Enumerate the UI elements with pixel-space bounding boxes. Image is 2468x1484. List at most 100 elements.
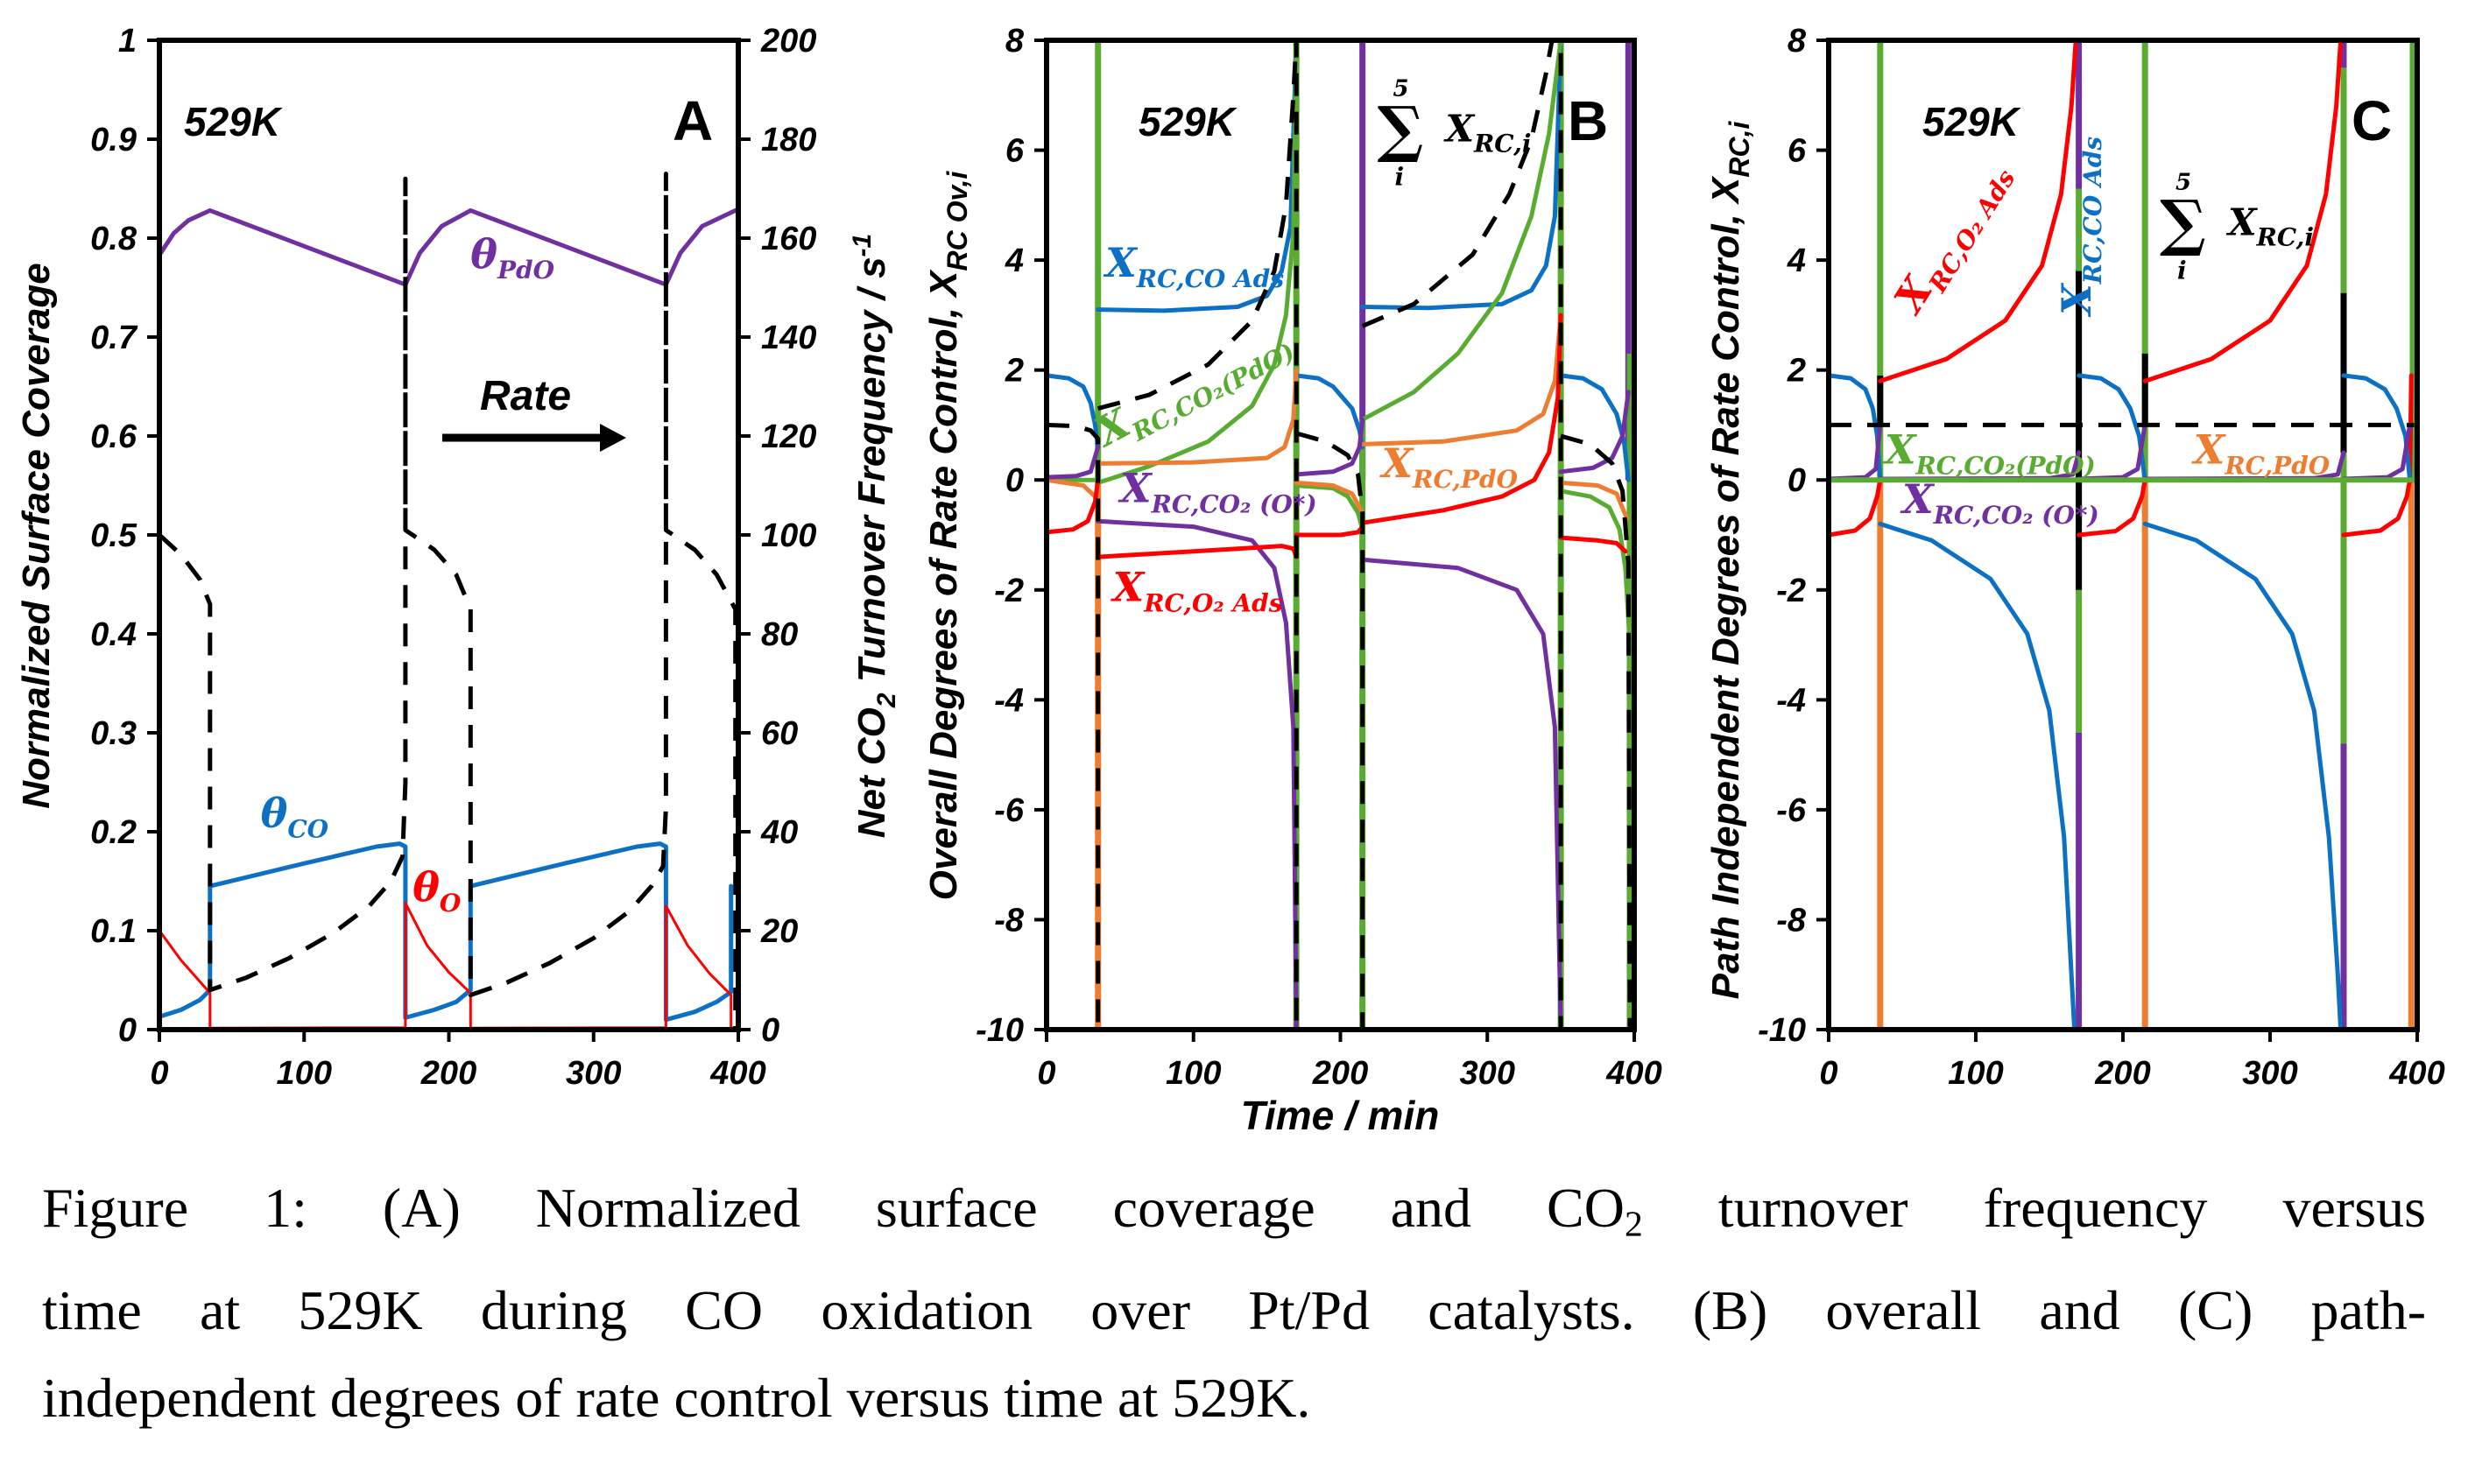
series-line-x-rc-o2-ads bbox=[2341, 373, 2414, 538]
series-line--o bbox=[159, 901, 737, 1030]
y2-tick-label: 60 bbox=[761, 715, 798, 752]
series-line-x-rc-co-ads bbox=[2341, 373, 2413, 482]
x-tick-label: 300 bbox=[2242, 1055, 2297, 1092]
rate-arrow-icon bbox=[442, 424, 626, 452]
y-tick-label: -10 bbox=[976, 1012, 1024, 1049]
y-tick-label: 0.4 bbox=[90, 616, 137, 653]
panel-c-marks bbox=[1829, 40, 2417, 1030]
y-tick-label: -4 bbox=[994, 682, 1024, 719]
series-line-x-rc-co2-o- bbox=[1360, 557, 1563, 1030]
panel-b-axes: 0 100 200 300 400 -10 -8 -6 -4 -2 0 2 4 6 8 bbox=[976, 23, 1662, 1092]
x-tick-label: 0 bbox=[1819, 1055, 1837, 1092]
series-label: θPdO bbox=[470, 230, 554, 285]
x-tick-label: 0 bbox=[1037, 1055, 1055, 1092]
series-label-sum-term: XRC,i bbox=[1442, 108, 1531, 158]
series-label-sum-upper: 5 bbox=[1393, 76, 1408, 102]
y2-tick-label: 180 bbox=[761, 122, 816, 158]
series-line--pdo bbox=[663, 207, 738, 287]
y-tick-label: 0.1 bbox=[90, 913, 137, 950]
series-line-x-rc-co-ads bbox=[1558, 373, 1631, 482]
y-tick-label: 6 bbox=[1005, 133, 1025, 170]
caption-line-2: time at 529K during CO oxidation over Pt… bbox=[42, 1279, 2426, 1342]
y-tick-label: 0 bbox=[1788, 462, 1806, 499]
series-label: θO bbox=[413, 863, 462, 918]
series-line-x-rc-co2-o- bbox=[2341, 422, 2413, 482]
series-line-x-rc-co2-pdo- bbox=[1360, 40, 1563, 422]
y-tick-label: 8 bbox=[1005, 23, 1025, 60]
series-label-sum-lower: i bbox=[2177, 256, 2187, 285]
series-line-x-rc-co2-o- bbox=[1047, 445, 1101, 480]
x-tick-label: 400 bbox=[2388, 1055, 2444, 1092]
series-line-x-rc-co2-o- bbox=[1294, 417, 1365, 477]
x-tick-label: 200 bbox=[420, 1055, 476, 1092]
x-tick-label: 300 bbox=[566, 1055, 621, 1092]
series-line-x-rc-co-ads bbox=[1360, 40, 1563, 311]
y-tick-label: -8 bbox=[994, 902, 1025, 939]
x-tick-label: 200 bbox=[1312, 1055, 1368, 1092]
y2-tick-label: 80 bbox=[761, 616, 798, 653]
series-line-x-rc-pdo bbox=[1558, 480, 1630, 521]
series-line-x-rc-pdo bbox=[1096, 368, 1299, 466]
series-label-sum-term: XRC,i bbox=[2225, 200, 2314, 251]
series-line-sum-x-rc-i bbox=[1295, 431, 1365, 1030]
plot-frame bbox=[157, 38, 741, 1032]
y-tick-label: -2 bbox=[1776, 573, 1806, 609]
y-tick-label: -6 bbox=[1776, 792, 1807, 829]
series-label: XRC,CO Ads bbox=[1103, 239, 1284, 293]
y2-tick-label: 20 bbox=[760, 913, 798, 950]
panel-a: 0 100 200 300 40000.10.20.30.40.50.60.70.80.… bbox=[15, 23, 901, 1092]
series-line-x-rc-o2-ads bbox=[1878, 40, 2078, 383]
series-line-tof bbox=[159, 172, 738, 1030]
y-tick-label: 2 bbox=[1787, 353, 1806, 390]
y-tick-label: 0.3 bbox=[90, 715, 137, 752]
x-tick-label: 100 bbox=[277, 1055, 332, 1092]
x-tick-label: 400 bbox=[1605, 1055, 1661, 1092]
y-tick-label: 1 bbox=[118, 23, 137, 60]
series-line-x-rc-co2-pdo- bbox=[1558, 489, 1632, 648]
panel-c-letter: C bbox=[2352, 89, 2392, 152]
series-label: ∑ bbox=[2160, 186, 2206, 258]
series-line-x-rc-o2-ads bbox=[1360, 313, 1563, 525]
figure-canvas: 0 100 200 300 40000.10.20.30.40.50.60.70.80.… bbox=[15, 23, 2445, 1138]
series-label: ∑ bbox=[1377, 93, 1423, 165]
series-label: XRC,CO₂(PdO) bbox=[1085, 314, 1300, 462]
y-tick-label: 0.6 bbox=[90, 418, 138, 455]
series-line-x-rc-co2-o- bbox=[1096, 518, 1299, 1030]
series-line--co bbox=[159, 841, 408, 1020]
panel-b: 0 100 200 300 400 -10 -8 -6 -4 -2 0 2 4 6 8 529K B Ove… bbox=[922, 23, 1662, 1138]
y-tick-label: 0.2 bbox=[90, 814, 137, 851]
y-tick-label: -6 bbox=[994, 792, 1025, 829]
series-line-x-rc-o2-ads bbox=[2077, 477, 2147, 538]
y-tick-label: 0.7 bbox=[90, 320, 138, 356]
y2-tick-label: 160 bbox=[761, 221, 816, 257]
series-line-x-rc-pdo bbox=[1047, 477, 1101, 516]
rate-annotation: Rate bbox=[480, 373, 571, 419]
series-line-x-rc-co-ads bbox=[1096, 40, 1299, 313]
series-label: XRC,CO₂ (O*) bbox=[1900, 475, 2099, 530]
series-line-x-rc-co-ads bbox=[1878, 521, 2077, 1030]
panel-c-axes: 0 100 200 300 400 -10 -8 -6 -4 -2 0 2 4 6 8 bbox=[1758, 23, 2445, 1092]
series-line-x-rc-co2-o- bbox=[1829, 422, 1883, 482]
series-line--pdo bbox=[159, 207, 408, 287]
series-label: XRC,PdO bbox=[2191, 426, 2330, 480]
y-tick-label: 0 bbox=[1005, 462, 1024, 499]
series-line-x-rc-pdo bbox=[1294, 480, 1365, 516]
panel-c: 0 100 200 300 400 -10 -8 -6 -4 -2 0 2 4 6 8 529K C Pat… bbox=[1704, 23, 2445, 1092]
y-tick-label: -2 bbox=[994, 573, 1024, 609]
panel-c-temperature-label: 529K bbox=[1922, 99, 2021, 144]
series-line-sum-x-rc-i bbox=[1560, 433, 1632, 1030]
panel-b-letter: B bbox=[1568, 89, 1608, 152]
panel-b-marks bbox=[1047, 40, 1633, 1030]
series-line--pdo bbox=[403, 207, 668, 287]
series-label: XRC,O₂ Ads bbox=[1884, 151, 2021, 326]
x-tick-label: 100 bbox=[1948, 1055, 2003, 1092]
caption-line-3: independent degrees of rate control vers… bbox=[42, 1367, 1311, 1430]
panel-a-plot-area bbox=[159, 172, 738, 1030]
y2-tick-label: 200 bbox=[760, 23, 816, 60]
series-line-x-rc-co2-o- bbox=[1558, 390, 1631, 475]
panel-b-temperature-label: 529K bbox=[1139, 99, 1238, 144]
panel-c-plot-area bbox=[1829, 40, 2417, 1030]
y-tick-label: 4 bbox=[1005, 243, 1024, 279]
series-line--co bbox=[663, 883, 734, 1023]
series-line-x-rc-o2-ads bbox=[1047, 477, 1101, 535]
